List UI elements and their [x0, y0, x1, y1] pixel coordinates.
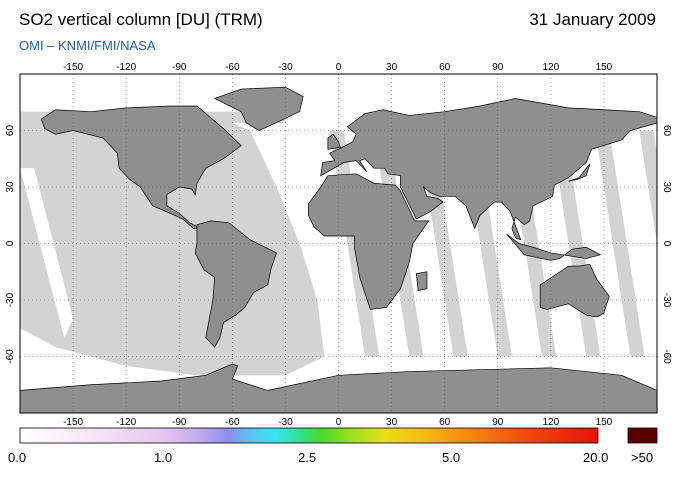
lon-tick-bottom: -150 [63, 417, 83, 428]
landmass-antarctica [20, 363, 657, 413]
lat-tick-left: 0 [5, 240, 16, 246]
lon-tick-bottom: -120 [116, 417, 136, 428]
lat-tick-left: 60 [5, 125, 16, 137]
landmass-indonesia [506, 233, 602, 261]
lon-tick-bottom: -90 [172, 417, 187, 428]
colorbar-label-3: 5.0 [442, 450, 461, 465]
landmass-north-america [40, 105, 242, 229]
lat-tick-left: -60 [5, 349, 16, 364]
colorbar-overflow-label: >50 [631, 450, 654, 465]
axis-ticks: -150 -150 -120 -120 -90 -90 -60 -60 -30 -30 0 0 30 30… [5, 62, 672, 428]
colorbar-overflow-box [627, 427, 658, 444]
lon-tick-top: 120 [542, 62, 559, 73]
swath-edge [20, 168, 74, 338]
lon-tick-top: 60 [439, 62, 451, 73]
map-frame [19, 73, 658, 414]
lat-tick-right: -60 [661, 349, 672, 364]
lon-tick-top: 0 [336, 62, 342, 73]
data-credit: OMI – KNMI/FMI/NASA [19, 38, 156, 53]
lon-tick-top: 30 [386, 62, 398, 73]
lat-tick-right: 0 [661, 241, 672, 247]
lon-tick-top: -30 [278, 62, 293, 73]
lon-tick-bottom: 150 [596, 417, 613, 428]
landmass-south-america [194, 220, 278, 348]
lon-tick-bottom: 30 [386, 417, 398, 428]
lon-tick-bottom: -60 [225, 417, 240, 428]
lon-tick-bottom: 120 [542, 417, 559, 428]
continents [20, 86, 657, 413]
lat-tick-right: 30 [661, 181, 672, 193]
colorbar [19, 427, 599, 444]
map-title: SO2 vertical column [DU] (TRM) [19, 10, 263, 29]
lat-tick-left: -30 [5, 292, 16, 307]
map-date: 31 January 2009 [529, 10, 656, 29]
lon-tick-top: 150 [596, 62, 613, 73]
colorbar-label-2: 2.5 [298, 450, 317, 465]
lon-tick-top: -60 [225, 62, 240, 73]
lat-tick-right: 60 [661, 125, 672, 137]
landmass-australia [539, 263, 610, 318]
lon-tick-top: -120 [116, 62, 136, 73]
lat-tick-left: 30 [5, 181, 16, 193]
lon-tick-top: 90 [492, 62, 504, 73]
colorbar-label-0: 0.0 [8, 450, 27, 465]
landmass-greenland [213, 86, 304, 131]
landmass-japan [568, 164, 591, 182]
landmass-britain [327, 133, 341, 150]
lon-tick-bottom: 90 [492, 417, 504, 428]
lon-tick-top: -150 [63, 62, 83, 73]
lon-tick-bottom: 60 [439, 417, 451, 428]
lon-tick-bottom: -30 [278, 417, 293, 428]
lat-tick-right: -30 [661, 293, 672, 308]
graticule [20, 74, 657, 413]
colorbar-label-4: 20.0 [583, 450, 609, 465]
landmass-madagascar [415, 271, 428, 292]
lon-tick-top: -90 [172, 62, 187, 73]
lon-tick-bottom: 0 [336, 417, 342, 428]
landmass-eurasia [320, 98, 657, 241]
colorbar-label-1: 1.0 [154, 450, 173, 465]
